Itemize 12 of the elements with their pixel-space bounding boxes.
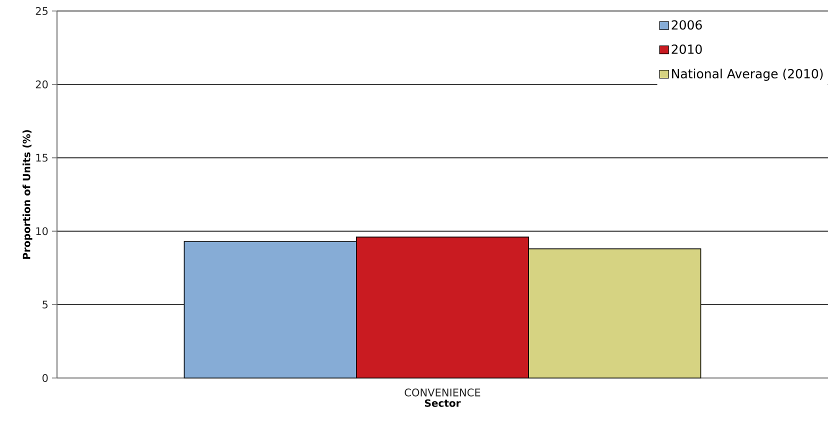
- legend-label: 2006: [672, 20, 702, 30]
- legend-label: National Average (2010): [672, 68, 823, 81]
- y-tick-label: 10: [36, 227, 48, 236]
- y-tick-label: 25: [36, 7, 48, 15]
- x-axis-title: Sector: [424, 399, 461, 407]
- y-axis-title: Proportion of Units (%): [22, 130, 32, 259]
- y-tick-label: 5: [42, 300, 48, 308]
- y-tick-label: 15: [36, 154, 48, 162]
- y-tick-label: 0: [42, 374, 48, 382]
- y-tick-label: 20: [36, 80, 48, 88]
- x-tick-label: CONVENIENCE: [404, 388, 480, 396]
- legend-label: 2010: [672, 44, 702, 54]
